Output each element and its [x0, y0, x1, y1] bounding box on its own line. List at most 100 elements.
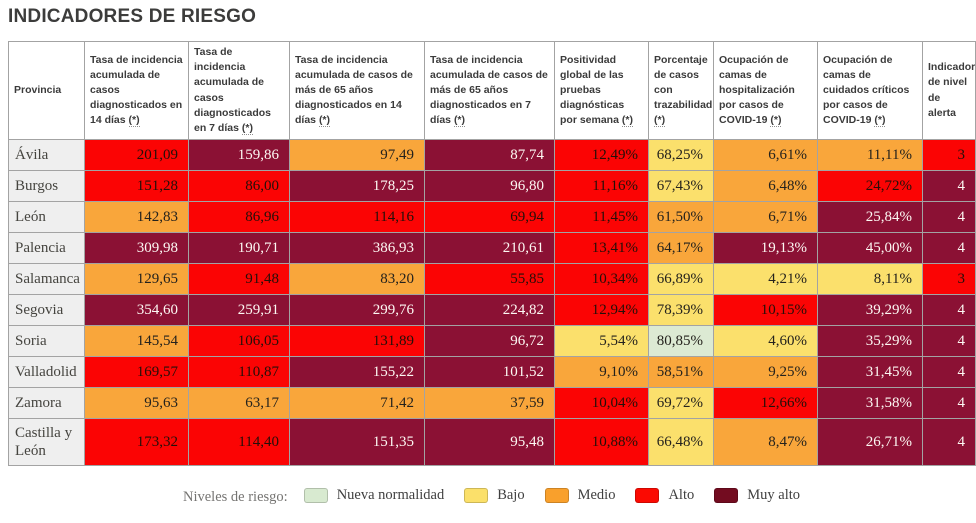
cell-salamanca-positividad: 10,34%: [554, 263, 649, 296]
cell-zamora-ia-7-dias: 63,17: [188, 387, 290, 420]
cell-salamanca-ia-65-7-dias: 55,85: [424, 263, 555, 296]
table-header-row: Provincia Tasa de incidencia acumulada de…: [8, 40, 976, 141]
tooltip-marker-trazabilidad[interactable]: (*): [654, 114, 666, 128]
legend-item-alto: Alto: [635, 487, 694, 504]
cell-burgos-ia-65-14-dias: 178,25: [289, 170, 425, 203]
row-label-salamanca: Salamanca: [8, 263, 85, 296]
cell-segovia-trazabilidad: 78,39%: [648, 294, 714, 327]
cell-leon-ia-65-7-dias: 69,94: [424, 201, 555, 234]
table-row-palencia: Palencia 309,98 190,71 386,93 210,61 13,41% 64…: [8, 232, 976, 265]
cell-soria-ia-65-14-dias: 131,89: [289, 325, 425, 358]
cell-soria-nivel-alerta: 4: [922, 325, 976, 358]
cell-soria-ia-7-dias: 106,05: [188, 325, 290, 358]
cell-soria-ocupacion-hospital: 4,60%: [713, 325, 818, 358]
table-row-avila: Ávila 201,09 159,86 97,49 87,74 12,49% 68,25% 6…: [8, 139, 976, 172]
cell-valladolid-nivel-alerta: 4: [922, 356, 976, 389]
cell-valladolid-ia-65-14-dias: 155,22: [289, 356, 425, 389]
column-header-ia-65-14-dias: Tasa de incidencia acumulada de casos de…: [289, 40, 425, 141]
legend-swatch-medio-icon: [544, 488, 569, 504]
table-row-zamora: Zamora 95,63 63,17 71,42 37,59 10,04% 69,72% 12…: [8, 387, 976, 420]
cell-avila-trazabilidad: 68,25%: [648, 139, 714, 172]
cell-castilla-y-leon-ia-65-14-dias: 151,35: [289, 418, 425, 467]
column-header-nivel-alerta: Indicador de nivel de alerta: [922, 40, 976, 141]
cell-palencia-ia-14-dias: 309,98: [84, 232, 189, 265]
table-row-castilla-y-leon: Castilla y León 173,32 114,40 151,35 95,48 10…: [8, 418, 976, 467]
cell-zamora-ocupacion-criticos: 31,58%: [817, 387, 923, 420]
column-header-ia-7-dias: Tasa de incidencia acumulada de casos di…: [188, 40, 290, 141]
cell-burgos-ia-14-dias: 151,28: [84, 170, 189, 203]
tooltip-marker-ia-65-7-dias[interactable]: (*): [453, 114, 466, 128]
cell-palencia-trazabilidad: 64,17%: [648, 232, 714, 265]
legend-swatch-muy_alto-icon: [714, 488, 739, 504]
page-title: INDICADORES DE RIESGO: [8, 6, 257, 27]
cell-valladolid-positividad: 9,10%: [554, 356, 649, 389]
row-label-soria: Soria: [8, 325, 85, 358]
column-header-positividad: Positividad global de las pruebas diagnó…: [554, 40, 649, 141]
cell-castilla-y-leon-positividad: 10,88%: [554, 418, 649, 467]
row-label-zamora: Zamora: [8, 387, 85, 420]
risk-indicators-table: Provincia Tasa de incidencia acumulada de…: [8, 40, 976, 467]
cell-salamanca-ia-65-14-dias: 83,20: [289, 263, 425, 296]
cell-burgos-ia-65-7-dias: 96,80: [424, 170, 555, 203]
cell-palencia-ia-7-dias: 190,71: [188, 232, 290, 265]
cell-segovia-positividad: 12,94%: [554, 294, 649, 327]
cell-palencia-ia-65-14-dias: 386,93: [289, 232, 425, 265]
cell-castilla-y-leon-ocupacion-criticos: 26,71%: [817, 418, 923, 467]
cell-salamanca-ia-7-dias: 91,48: [188, 263, 290, 296]
cell-salamanca-ia-14-dias: 129,65: [84, 263, 189, 296]
cell-salamanca-nivel-alerta: 3: [922, 263, 976, 296]
cell-avila-ocupacion-hospital: 6,61%: [713, 139, 818, 172]
row-label-burgos: Burgos: [8, 170, 85, 203]
cell-segovia-ia-65-14-dias: 299,76: [289, 294, 425, 327]
cell-castilla-y-leon-ocupacion-hospital: 8,47%: [713, 418, 818, 467]
cell-salamanca-ocupacion-criticos: 8,11%: [817, 263, 923, 296]
table-row-valladolid: Valladolid 169,57 110,87 155,22 101,52 9,10% 5…: [8, 356, 976, 389]
cell-zamora-nivel-alerta: 4: [922, 387, 976, 420]
cell-leon-ia-7-dias: 86,96: [188, 201, 290, 234]
risk-levels-legend: Niveles de riesgo: Nueva normalidad Bajo M…: [8, 487, 975, 508]
cell-zamora-positividad: 10,04%: [554, 387, 649, 420]
cell-valladolid-trazabilidad: 58,51%: [648, 356, 714, 389]
cell-valladolid-ocupacion-hospital: 9,25%: [713, 356, 818, 389]
legend-swatch-nueva_normalidad-icon: [303, 488, 328, 504]
tooltip-marker-positividad[interactable]: (*): [621, 114, 633, 128]
column-header-ocupacion-hospital: Ocupación de camas de hospitalización po…: [713, 40, 818, 141]
cell-leon-ocupacion-hospital: 6,71%: [713, 201, 818, 234]
cell-castilla-y-leon-ia-14-dias: 173,32: [84, 418, 189, 467]
legend-item-bajo: Bajo: [464, 487, 525, 504]
cell-palencia-positividad: 13,41%: [554, 232, 649, 265]
table-row-salamanca: Salamanca 129,65 91,48 83,20 55,85 10,34% 66,8…: [8, 263, 976, 296]
cell-avila-ia-7-dias: 159,86: [188, 139, 290, 172]
row-label-palencia: Palencia: [8, 232, 85, 265]
cell-palencia-ocupacion-hospital: 19,13%: [713, 232, 818, 265]
cell-burgos-nivel-alerta: 4: [922, 170, 976, 203]
tooltip-marker-ocupacion-hospital[interactable]: (*): [770, 114, 782, 128]
cell-avila-ocupacion-criticos: 11,11%: [817, 139, 923, 172]
cell-palencia-ocupacion-criticos: 45,00%: [817, 232, 923, 265]
cell-avila-ia-14-dias: 201,09: [84, 139, 189, 172]
cell-burgos-ia-7-dias: 86,00: [188, 170, 290, 203]
tooltip-marker-ia-14-dias[interactable]: (*): [128, 114, 140, 128]
cell-castilla-y-leon-trazabilidad: 66,48%: [648, 418, 714, 467]
row-label-segovia: Segovia: [8, 294, 85, 327]
tooltip-marker-ia-65-14-dias[interactable]: (*): [318, 114, 331, 128]
cell-soria-positividad: 5,54%: [554, 325, 649, 358]
cell-castilla-y-leon-nivel-alerta: 4: [922, 418, 976, 467]
cell-valladolid-ia-14-dias: 169,57: [84, 356, 189, 389]
cell-soria-ocupacion-criticos: 35,29%: [817, 325, 923, 358]
legend-title: Niveles de riesgo:: [182, 489, 288, 506]
cell-burgos-positividad: 11,16%: [554, 170, 649, 203]
cell-valladolid-ocupacion-criticos: 31,45%: [817, 356, 923, 389]
cell-avila-ia-65-14-dias: 97,49: [289, 139, 425, 172]
cell-soria-ia-65-7-dias: 96,72: [424, 325, 555, 358]
cell-segovia-ocupacion-criticos: 39,29%: [817, 294, 923, 327]
risk-indicators-page: INDICADORES DE RIESGO Provincia Tasa de i…: [8, 6, 976, 508]
legend-label-medio: Medio: [577, 487, 616, 504]
cell-leon-ia-65-14-dias: 114,16: [289, 201, 425, 234]
column-header-ia-65-7-dias: Tasa de incidencia acumulada de casos de…: [424, 40, 555, 141]
cell-segovia-ia-7-dias: 259,91: [188, 294, 290, 327]
cell-castilla-y-leon-ia-7-dias: 114,40: [188, 418, 290, 467]
tooltip-marker-ia-7-dias[interactable]: (*): [241, 122, 253, 136]
tooltip-marker-ocupacion-criticos[interactable]: (*): [874, 114, 886, 128]
cell-segovia-ia-65-7-dias: 224,82: [424, 294, 555, 327]
